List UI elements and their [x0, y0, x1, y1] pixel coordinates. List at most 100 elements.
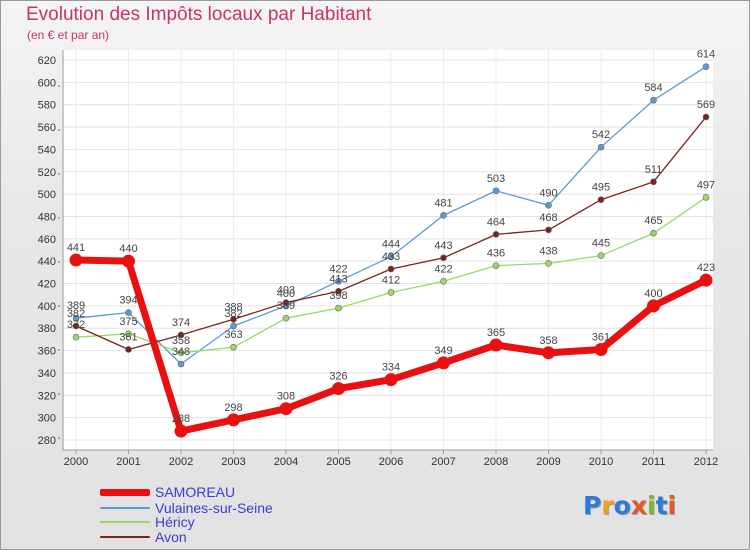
- data-point-avon: [177, 331, 185, 339]
- data-point-avon: [387, 265, 395, 273]
- legend-swatch-avon: [100, 536, 150, 538]
- data-point-samoreau: [594, 342, 608, 356]
- data-label-hericy: 389: [277, 300, 295, 312]
- series-lines: [69, 63, 713, 438]
- data-label-avon: 374: [172, 317, 190, 329]
- legend-item-hericy: Héricy: [100, 515, 195, 529]
- data-point-hericy: [335, 304, 342, 312]
- data-point-avon: [125, 346, 132, 353]
- data-point-avon: [650, 178, 657, 186]
- legend-item-avon: Avon: [100, 530, 187, 544]
- data-label-hericy: 445: [592, 238, 610, 250]
- data-label-samoreau: 358: [539, 335, 557, 347]
- logo-letter: i: [647, 491, 656, 520]
- data-label-avon: 382: [67, 308, 85, 320]
- data-point-vulaines-sur-seine: [650, 96, 657, 104]
- data-label-avon: 468: [539, 212, 557, 224]
- data-point-vulaines-sur-seine: [702, 63, 710, 71]
- data-point-avon: [72, 322, 80, 330]
- data-point-hericy: [545, 260, 552, 267]
- data-point-hericy: [387, 289, 395, 296]
- y-tick-label: 300: [38, 413, 56, 425]
- y-tick-label: 600: [38, 77, 56, 89]
- x-tick-label: 2011: [642, 456, 666, 468]
- data-label-samoreau: 334: [382, 362, 400, 374]
- data-label-hericy: 465: [644, 215, 662, 227]
- legend-label-vulaines-sur-seine: Vulaines-sur-Seine: [155, 500, 273, 516]
- x-tick-label: 2007: [431, 456, 455, 468]
- data-point-hericy: [597, 252, 605, 259]
- logo-letter: t: [655, 491, 668, 520]
- data-point-hericy: [72, 333, 80, 341]
- data-point-vulaines-sur-seine: [387, 253, 395, 261]
- y-tick-label: 520: [38, 167, 56, 179]
- data-label-avon: 433: [382, 251, 400, 263]
- data-point-hericy: [177, 349, 185, 357]
- data-point-avon: [545, 226, 552, 234]
- data-label-vulaines-sur-seine: 389: [67, 300, 85, 312]
- data-label-hericy: 398: [329, 290, 347, 302]
- logo-letter: r: [601, 491, 614, 520]
- data-label-hericy: 436: [487, 248, 505, 260]
- data-label-vulaines-sur-seine: 382: [224, 308, 242, 320]
- axes: 280 300 320 340 360 380 400 420 440 460 480 500 520 5…: [38, 50, 718, 468]
- data-point-samoreau: [174, 424, 188, 438]
- data-point-vulaines-sur-seine: [335, 277, 342, 285]
- data-label-hericy: 375: [119, 316, 137, 328]
- data-point-vulaines-sur-seine: [440, 212, 447, 219]
- data-point-vulaines-sur-seine: [545, 201, 552, 209]
- legend-swatch-vulaines-sur-seine: [100, 507, 150, 509]
- x-tick-label: 2012: [694, 456, 718, 468]
- data-point-avon: [230, 315, 237, 323]
- data-label-avon: 443: [434, 240, 452, 252]
- data-label-vulaines-sur-seine: 422: [329, 263, 347, 275]
- chart-title: Evolution des Impôts locaux par Habitant: [26, 4, 372, 25]
- data-label-samoreau: 288: [172, 413, 190, 425]
- data-point-vulaines-sur-seine: [597, 143, 605, 151]
- legend-swatch-hericy: [100, 521, 150, 523]
- data-label-samoreau: 440: [119, 243, 137, 255]
- data-point-samoreau: [489, 338, 503, 352]
- y-tick-label: 460: [38, 234, 56, 246]
- data-point-hericy: [230, 343, 237, 351]
- data-point-samoreau: [227, 413, 240, 427]
- logo-letter: i: [667, 491, 677, 520]
- data-point-samoreau: [699, 273, 713, 287]
- y-tick-label: 500: [38, 189, 56, 201]
- data-label-samoreau: 361: [592, 331, 610, 343]
- y-tick-label: 440: [38, 256, 56, 268]
- y-tick-label: 620: [38, 55, 56, 67]
- y-tick-label: 480: [38, 211, 56, 223]
- x-tick-label: 2005: [326, 456, 350, 468]
- data-labels: 441 440 288 298 308 326 334 349 365 358 361 400 423 3…: [67, 49, 715, 425]
- y-tick-label: 540: [38, 144, 56, 156]
- legend-swatch-samoreau: [100, 488, 150, 496]
- data-point-samoreau: [437, 356, 450, 370]
- data-label-samoreau: 308: [277, 391, 295, 403]
- data-point-hericy: [702, 194, 710, 201]
- y-tick-label: 580: [38, 100, 56, 112]
- legend-label-samoreau: SAMOREAU: [155, 484, 236, 500]
- data-point-hericy: [125, 330, 132, 338]
- data-label-avon: 464: [487, 216, 505, 228]
- y-tick-label: 380: [38, 323, 56, 335]
- data-point-hericy: [440, 277, 447, 285]
- data-label-hericy: 422: [434, 263, 452, 275]
- data-label-hericy: 363: [224, 329, 242, 341]
- data-point-avon: [335, 288, 342, 295]
- x-tick-label: 2004: [274, 456, 298, 468]
- data-point-hericy: [282, 314, 290, 322]
- data-point-samoreau: [384, 373, 398, 387]
- data-point-hericy: [492, 262, 500, 269]
- data-label-vulaines-sur-seine: 614: [697, 49, 715, 61]
- y-tick-label: 560: [38, 122, 56, 134]
- y-tick-label: 400: [38, 301, 56, 313]
- data-point-avon: [282, 299, 290, 306]
- data-point-avon: [597, 196, 605, 204]
- data-point-samoreau: [332, 382, 345, 396]
- data-label-avon: 495: [592, 182, 610, 194]
- data-label-vulaines-sur-seine: 348: [172, 346, 190, 358]
- proxiti-logo: Proxiti: [583, 491, 676, 520]
- data-label-avon: 361: [119, 331, 137, 343]
